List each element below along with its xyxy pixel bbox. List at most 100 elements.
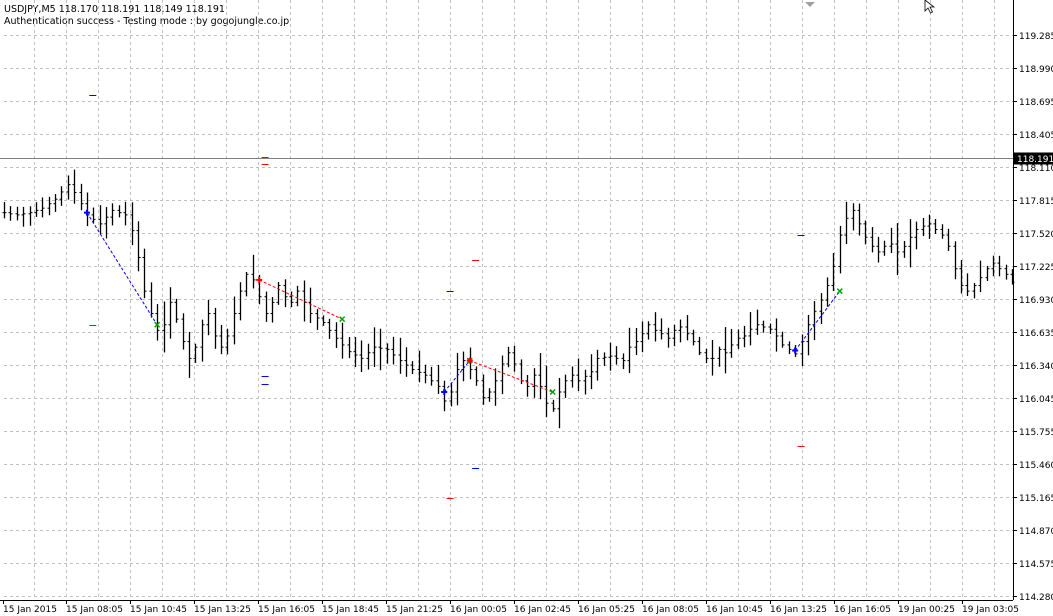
price-bar [308,287,313,323]
price-bar [774,318,779,352]
price-bar [404,347,409,377]
price-bar [525,375,530,397]
price-bar [863,220,868,245]
price-bar [385,343,390,364]
marker-d2 [339,316,346,323]
price-bar [28,206,33,226]
price-bar [1004,264,1009,280]
price-bar [844,201,849,245]
price-bar [927,214,932,239]
price-bar [423,364,428,384]
price-bar [410,361,415,375]
y-tick-label: 117.520 [1019,230,1053,240]
price-bar [972,282,977,299]
x-tick-label: 16 Jan 13:25 [770,605,827,615]
trade-link-sell [258,279,343,320]
price-bar [851,203,856,231]
price-bar [608,342,613,371]
price-bar [646,321,651,340]
y-tick-label: 115.165 [1019,494,1053,504]
price-bar [978,260,983,293]
price-bar [812,301,817,341]
price-bar [47,196,52,216]
price-bar [15,206,20,221]
y-tick-label: 118.405 [1019,131,1053,141]
price-bar [544,365,549,418]
price-bar [500,355,505,395]
price-bar [98,205,103,235]
price-bar [130,202,135,246]
price-bar [289,291,294,308]
price-bar [213,307,218,349]
trade-open-marker-sell [466,357,473,364]
price-bar [276,281,281,305]
price-bar [417,350,422,383]
price-bar [398,337,403,374]
price-bar [653,312,658,342]
x-tick-label: 15 Jan 21:25 [386,605,443,615]
price-bar [168,287,173,339]
price-bar [21,206,26,227]
marker-d2 [549,388,556,396]
price-bar [506,346,511,368]
price-bar [8,206,13,221]
trade-link-buy [794,290,841,351]
price-bar [187,331,192,378]
price-bar [748,312,753,346]
marker-d2 [154,321,161,328]
price-bar [91,207,96,223]
price-bar [264,291,269,322]
price-bar [614,346,619,365]
price-bar [838,225,843,274]
price-bar [295,285,300,307]
price-bar [321,315,326,326]
price-bar [965,273,970,296]
price-bar [902,240,907,258]
price-bar [302,280,307,322]
price-bar [512,345,517,372]
price-bar [449,383,454,407]
price-bar [710,339,715,376]
price-bar [691,329,696,346]
price-bar [640,321,645,353]
price-bar [181,313,186,350]
price-bar [876,236,881,263]
price-bar [882,240,887,256]
price-bar [570,366,575,388]
chart-grid [4,0,1013,600]
y-tick-label: 114.280 [1019,593,1053,603]
price-bar [110,203,115,226]
y-tick-label: 117.225 [1019,263,1053,273]
price-bar [678,319,683,343]
price-bar [66,175,71,200]
trade-links [86,212,841,393]
trade-open-marker-buy [83,209,90,216]
y-tick-label: 116.635 [1019,329,1053,339]
price-bar [800,334,805,367]
price-bar [40,197,45,218]
y-tick-label: 118.695 [1019,98,1053,108]
price-bar [563,374,568,398]
y-tick-label: 116.045 [1019,395,1053,405]
price-bars [2,169,1015,429]
price-bar [895,223,900,276]
trade-close-marker [154,321,161,328]
price-bar [908,219,913,268]
price-bar [436,364,441,394]
price-bar [155,304,160,341]
price-bar [283,279,288,308]
x-tick-label: 15 Jan 08:05 [66,605,123,615]
price-bar [315,309,320,330]
price-bar [742,325,747,348]
price-bar [787,341,792,355]
x-tick-label: 15 Jan 13:25 [194,605,251,615]
price-bar [59,186,64,206]
price-bar [232,296,237,345]
price-bar [225,328,230,355]
price-bar [768,323,773,334]
price-bar [583,369,588,395]
chart-shift-triangle-icon [805,2,815,7]
price-bar [429,366,434,386]
